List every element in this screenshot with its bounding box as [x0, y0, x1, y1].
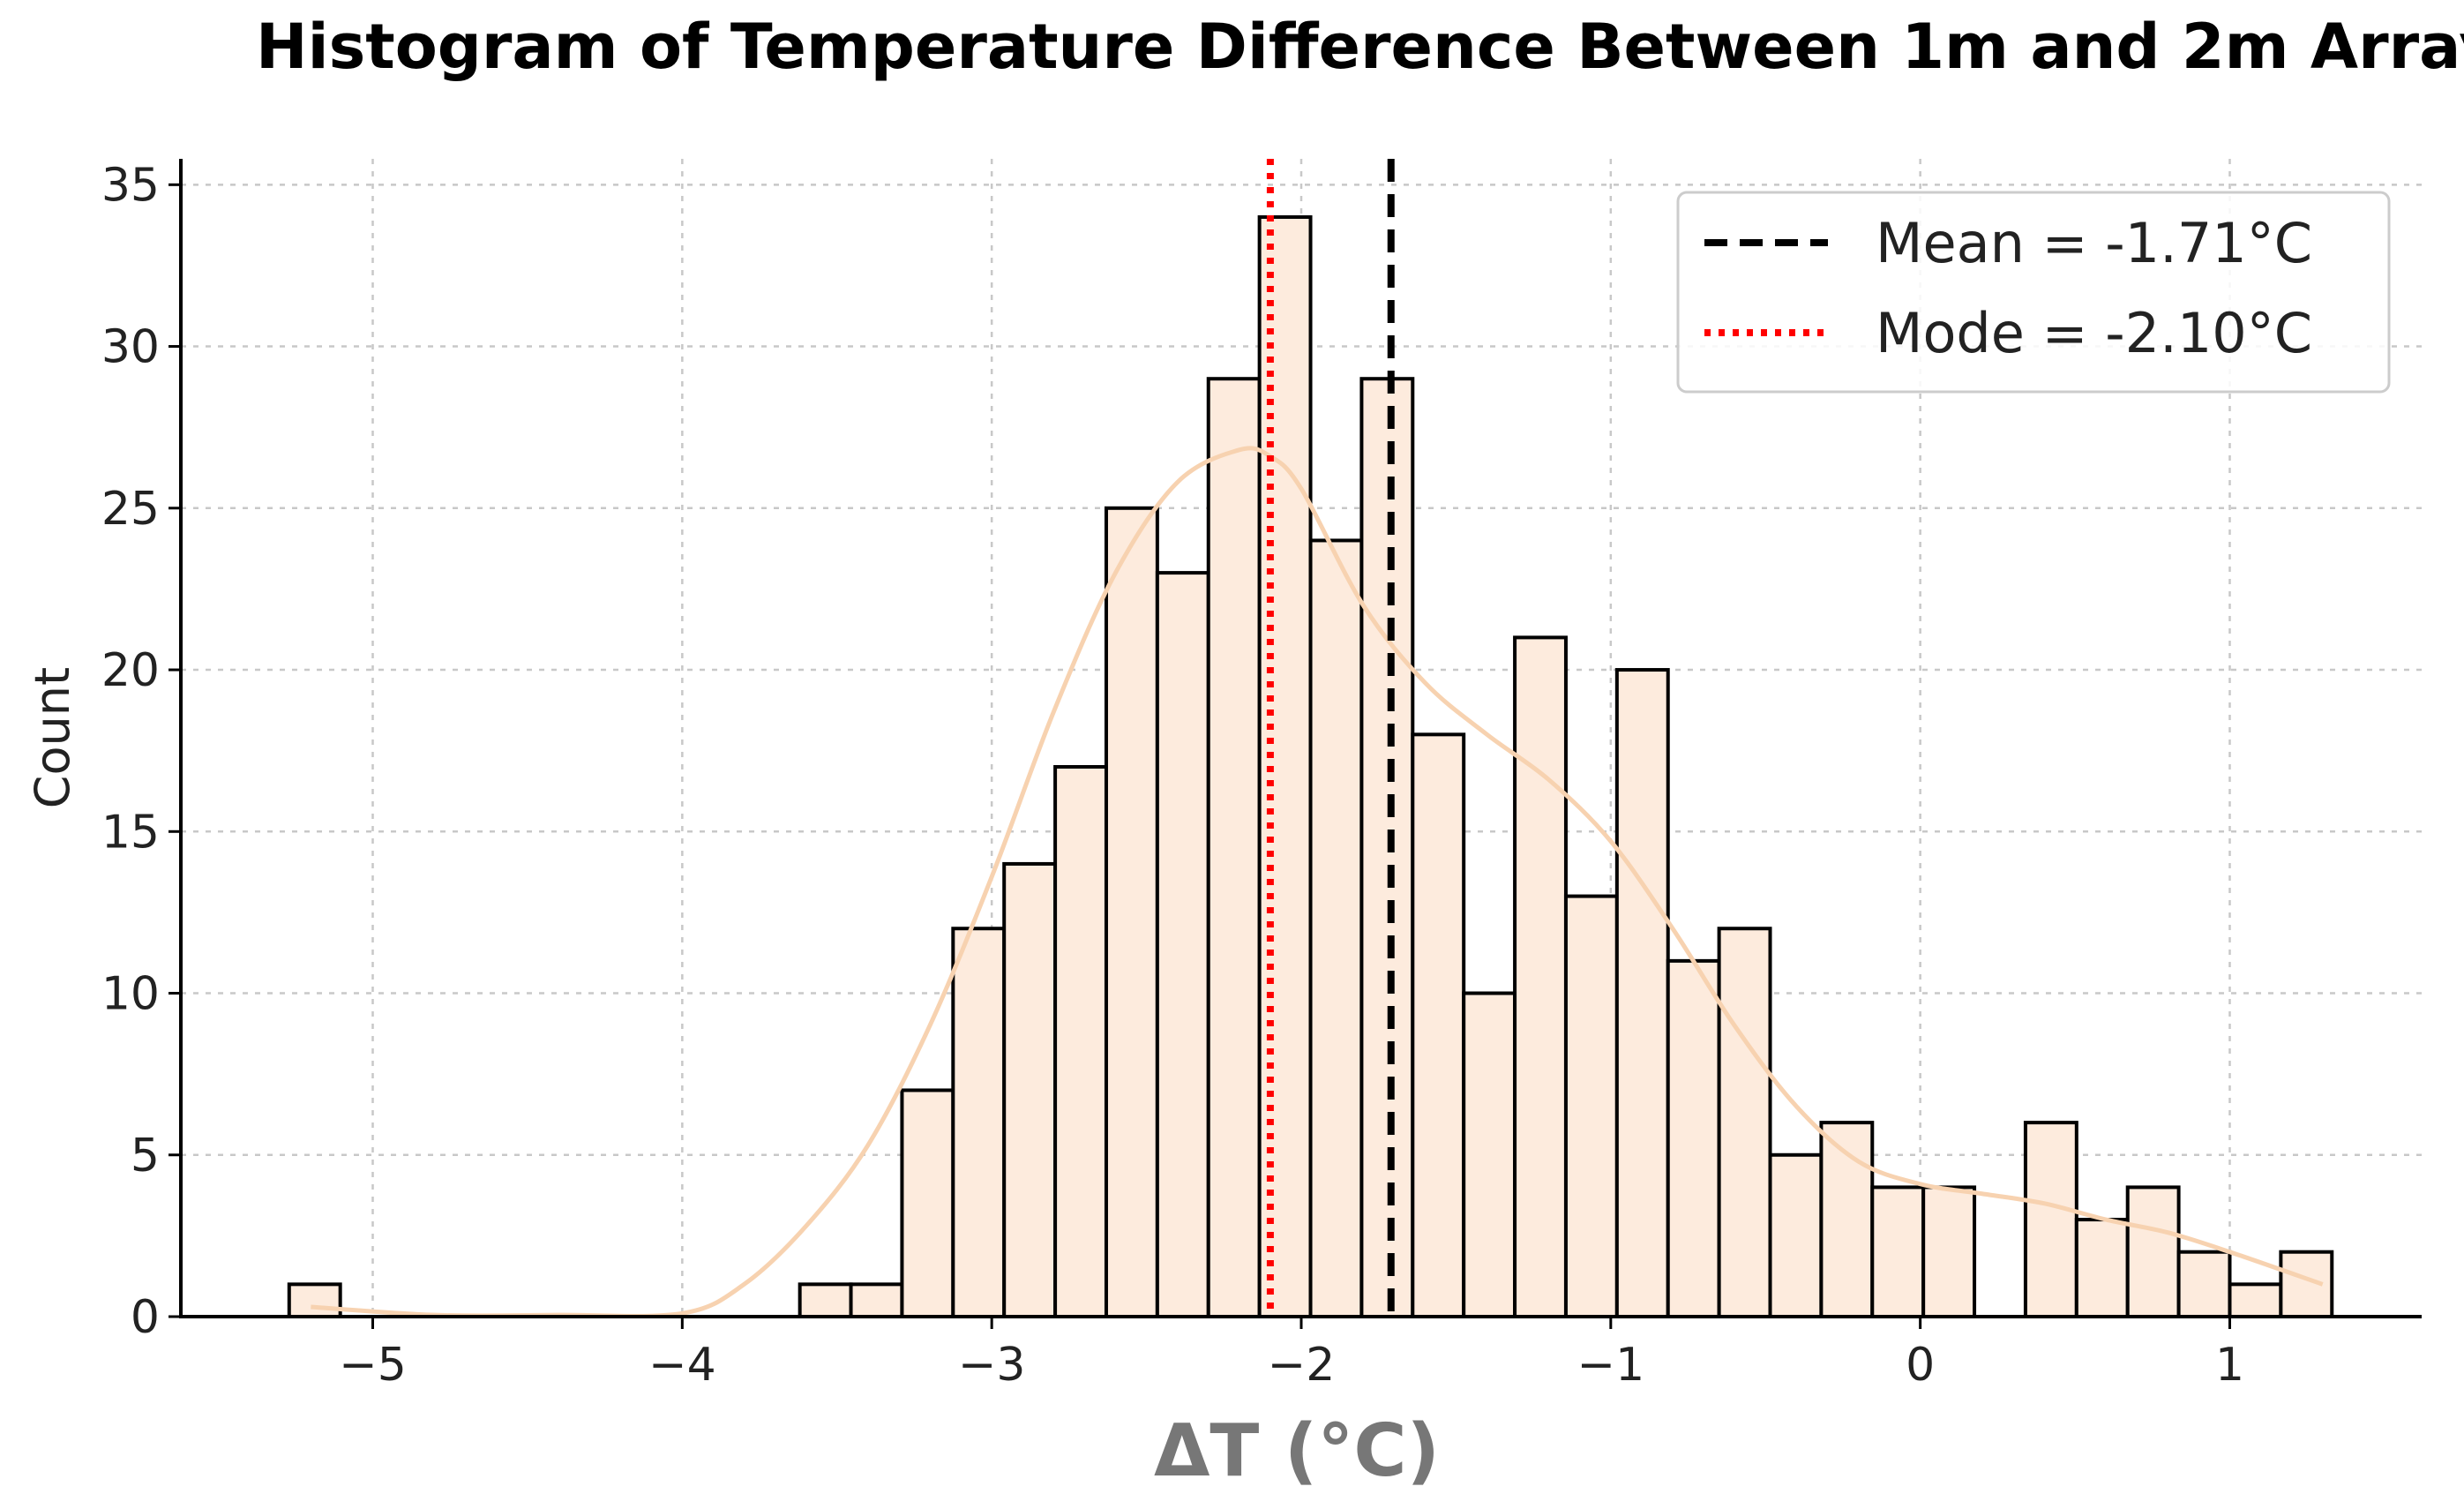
- legend: Mean = -1.71°C Mode = -2.10°C: [1676, 191, 2391, 394]
- histogram-bar-10: [798, 1282, 853, 1318]
- y-tick-label-7: 35: [101, 159, 160, 212]
- histogram-bar-27: [1666, 958, 1721, 1318]
- y-tick-label-6: 30: [101, 321, 160, 374]
- histogram-bar-36: [2125, 1185, 2181, 1319]
- histogram-bar-37: [2176, 1250, 2232, 1318]
- histogram-bar-39: [2279, 1250, 2334, 1318]
- histogram-bar-23: [1462, 991, 1517, 1318]
- histogram-bar-32: [1921, 1185, 1977, 1319]
- histogram-bar-14: [1002, 861, 1058, 1318]
- chart-title: Histogram of Temperature Difference Betw…: [256, 11, 2464, 83]
- histogram-bar-17: [1155, 571, 1210, 1318]
- histogram-bar-26: [1614, 668, 1670, 1318]
- legend-label-mode: Mode = -2.10°C: [1876, 301, 2312, 365]
- legend-label-mean: Mean = -1.71°C: [1876, 211, 2312, 275]
- y-tick-label-4: 20: [101, 644, 160, 697]
- x-tick-label-1: −4: [648, 1339, 716, 1392]
- histogram-bar-21: [1359, 377, 1415, 1319]
- histogram-bar-25: [1563, 894, 1619, 1319]
- histogram-bar-24: [1513, 635, 1568, 1318]
- histogram-bar-15: [1053, 764, 1108, 1318]
- reference-lines: [1266, 159, 1395, 1317]
- histogram-bar-0: [287, 1282, 342, 1318]
- histogram-bar-31: [1870, 1185, 1926, 1319]
- histogram-bar-28: [1717, 927, 1772, 1319]
- y-axis-label: Count: [25, 667, 80, 808]
- y-tick-label-5: 25: [101, 483, 160, 536]
- histogram-bars: [287, 214, 2334, 1319]
- x-tick-label-4: −1: [1577, 1339, 1645, 1392]
- histogram-bar-35: [2074, 1218, 2130, 1319]
- histogram-bar-22: [1411, 732, 1466, 1318]
- histogram-bar-11: [849, 1282, 904, 1318]
- histogram-bar-38: [2228, 1282, 2283, 1318]
- x-axis-label: ΔT (°C): [1154, 1409, 1440, 1493]
- x-tick-label-3: −2: [1268, 1339, 1336, 1392]
- x-tick-label-5: 0: [1906, 1339, 1935, 1392]
- legend-box: [1676, 191, 2391, 394]
- y-tick-label-3: 15: [101, 806, 160, 859]
- y-tick-label-0: 0: [131, 1291, 160, 1344]
- histogram-bar-13: [951, 927, 1007, 1319]
- histogram-bar-18: [1206, 377, 1262, 1319]
- x-tick-label-0: −5: [339, 1339, 407, 1392]
- x-tick-label-2: −3: [958, 1339, 1026, 1392]
- histogram-bar-16: [1104, 506, 1159, 1318]
- y-tick-label-2: 10: [101, 968, 160, 1021]
- kde-curve: [311, 446, 2324, 1318]
- histogram-bar-29: [1768, 1152, 1824, 1318]
- histogram-bar-20: [1308, 538, 1364, 1318]
- kde-curve-layer: [311, 446, 2324, 1318]
- x-tick-label-6: 1: [2215, 1339, 2244, 1392]
- histogram-bar-34: [2023, 1121, 2078, 1318]
- histogram-bar-12: [900, 1088, 955, 1319]
- y-tick-label-1: 5: [131, 1130, 160, 1182]
